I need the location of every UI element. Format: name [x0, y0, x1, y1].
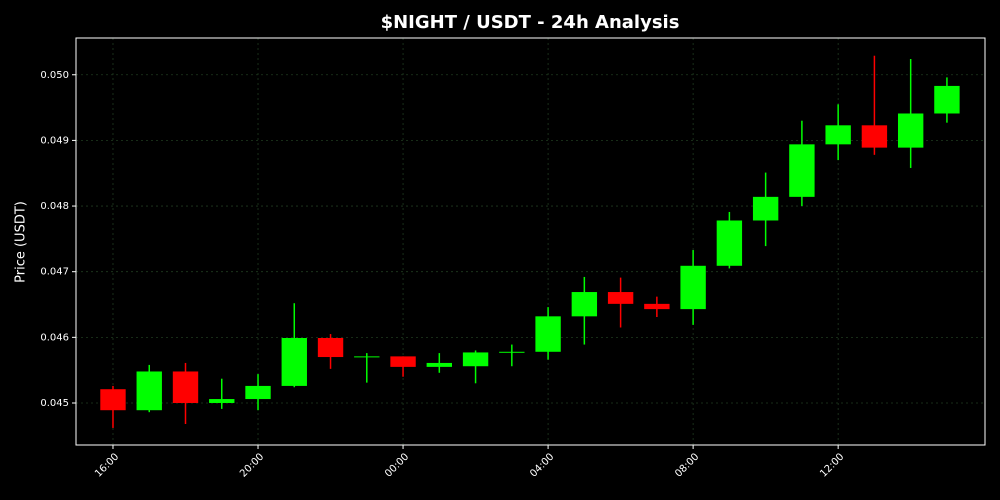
plot-frame	[75, 37, 986, 446]
candle-body	[499, 351, 525, 353]
y-tick-label: 0.050	[40, 70, 69, 81]
candle-body	[317, 337, 344, 358]
candle-body	[607, 292, 634, 304]
candle-body	[825, 125, 851, 145]
candle-body	[861, 125, 888, 148]
candle-body	[354, 356, 380, 358]
chart-title: $NIGHT / USDT - 24h Analysis	[381, 12, 680, 33]
y-tick-label: 0.046	[40, 332, 69, 343]
candle-body	[934, 85, 960, 114]
y-axis-label: Price (USDT)	[14, 201, 29, 283]
candle-body	[245, 385, 271, 400]
candle-body	[644, 303, 670, 310]
candle-body	[535, 316, 561, 352]
candle-body	[136, 371, 162, 411]
y-tick-label: 0.048	[40, 201, 69, 212]
candle-body	[789, 144, 815, 197]
y-tick-label: 0.047	[40, 267, 69, 278]
candle-body	[716, 220, 743, 266]
candle-body	[752, 196, 779, 221]
y-tick-label: 0.045	[40, 398, 69, 409]
candle-body	[571, 292, 598, 317]
candle-body	[172, 371, 199, 403]
candle-body	[209, 399, 235, 403]
candle-body	[390, 356, 416, 367]
candle-body	[462, 352, 489, 367]
candle-body	[680, 265, 706, 310]
candle-body	[281, 337, 307, 386]
candle-body	[100, 389, 126, 411]
candle-body	[897, 113, 924, 148]
candle-body	[426, 362, 453, 367]
y-tick-label: 0.049	[40, 135, 69, 146]
